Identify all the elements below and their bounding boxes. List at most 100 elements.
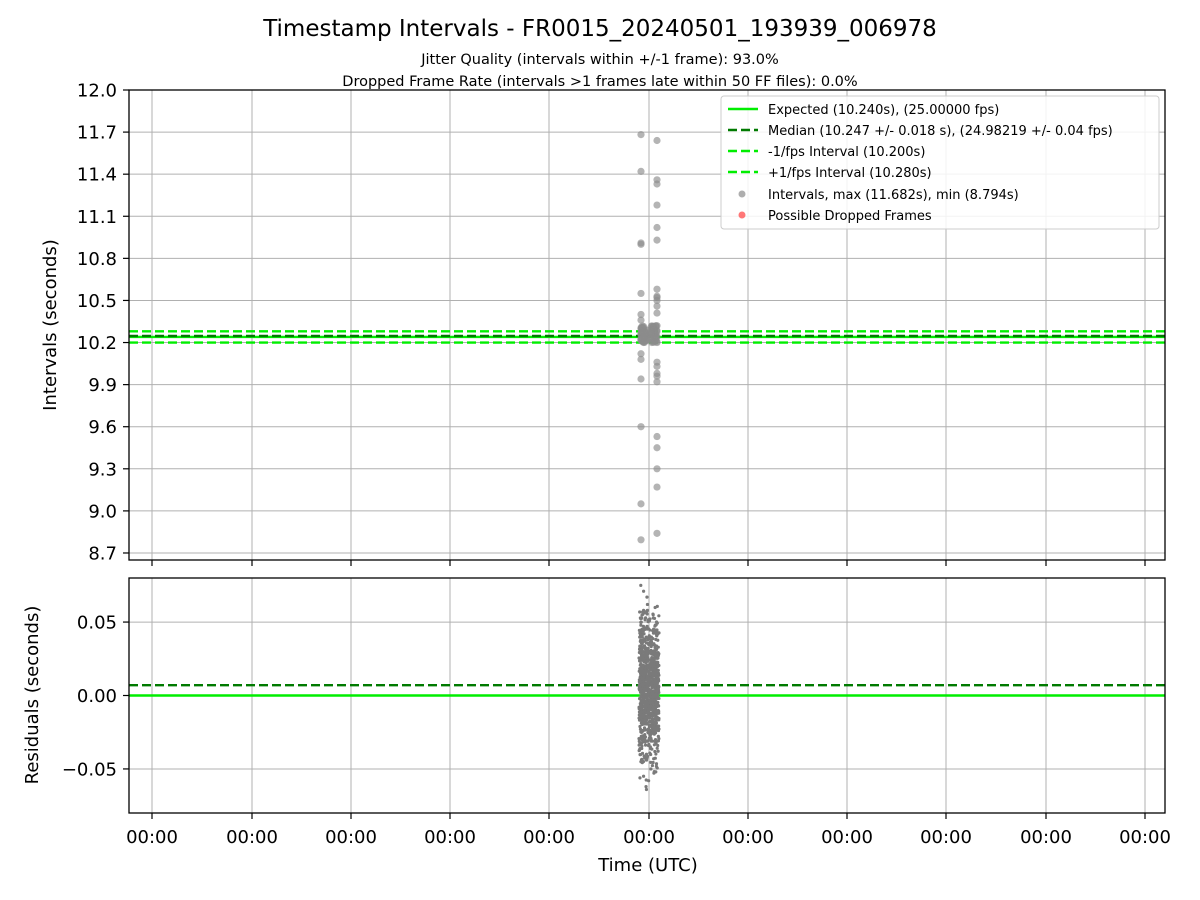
residual-point (652, 757, 656, 761)
residual-point (656, 734, 660, 738)
residual-point (654, 679, 659, 683)
interval-point (653, 309, 661, 317)
interval-point (637, 355, 645, 363)
residual-point (646, 674, 650, 678)
interval-point (647, 327, 655, 335)
legend-label-expected: Expected (10.240s), (25.00000 fps) (768, 103, 999, 118)
residual-point (641, 624, 646, 628)
interval-point (637, 131, 645, 139)
intervals-y-axis-label: Intervals (seconds) (40, 239, 61, 411)
residual-point (639, 644, 643, 649)
residual-point (655, 724, 660, 728)
residual-point (654, 620, 659, 624)
residual-point (651, 642, 656, 647)
residual-point (642, 700, 646, 704)
residual-point (638, 633, 643, 637)
residual-point (649, 640, 654, 644)
interval-point (653, 465, 661, 473)
residual-point (652, 721, 657, 725)
residual-point (649, 671, 654, 675)
residual-point (638, 727, 643, 731)
residual-point (645, 636, 649, 640)
residual-point (655, 664, 660, 669)
residual-point (650, 763, 655, 768)
interval-point (653, 223, 661, 232)
legend-label-plus-fps: +1/fps Interval (10.280s) (768, 166, 932, 181)
residual-point (649, 648, 653, 652)
residual-point (650, 700, 655, 705)
residual-point (654, 762, 659, 766)
interval-point (647, 333, 655, 341)
intervals-y-tick-label: 9.0 (88, 501, 117, 522)
residual-point (649, 760, 653, 764)
residual-point (638, 724, 642, 729)
residuals-y-ticks: 0.05 0.00 −0.05 (62, 613, 129, 780)
residual-point (653, 698, 657, 702)
interval-point (637, 240, 645, 248)
residual-point (638, 610, 642, 614)
residual-point (638, 753, 642, 757)
interval-point (637, 350, 645, 358)
intervals-y-tick-label: 8.7 (88, 543, 117, 564)
interval-point (653, 529, 661, 537)
residual-point (651, 612, 655, 616)
interval-point (653, 302, 661, 310)
interval-point (637, 167, 645, 175)
residual-point (643, 637, 647, 641)
residual-point (648, 715, 652, 719)
residual-point (647, 719, 652, 723)
residual-point (637, 659, 642, 663)
residual-point (639, 704, 643, 708)
residual-point (638, 741, 642, 745)
intervals-y-tick-label: 11.7 (77, 123, 117, 144)
chart-title: Timestamp Intervals - FR0015_20240501_19… (262, 16, 937, 42)
x-tick-label: 00:00 (226, 827, 278, 848)
interval-point (653, 236, 661, 244)
intervals-y-tick-label: 9.9 (88, 375, 117, 396)
intervals-y-tick-label: 10.8 (77, 249, 117, 270)
residual-point (639, 758, 644, 762)
residual-point (642, 754, 646, 758)
residual-point (655, 746, 659, 750)
residual-point (654, 682, 658, 686)
residual-point (639, 694, 644, 698)
residual-point (640, 657, 645, 661)
residual-point (651, 760, 655, 765)
residual-point (645, 602, 650, 607)
intervals-points (637, 131, 661, 544)
residual-point (646, 619, 650, 624)
x-tick-label: 00:00 (523, 827, 575, 848)
residual-point (644, 670, 648, 674)
interval-point (637, 316, 645, 324)
residual-point (637, 710, 642, 714)
residual-point (656, 709, 660, 713)
legend-label-minus-fps: -1/fps Interval (10.200s) (768, 145, 925, 160)
residual-point (656, 632, 660, 636)
residual-point (653, 677, 657, 681)
residual-point (639, 734, 643, 738)
interval-point (637, 289, 645, 298)
residual-point (648, 643, 652, 647)
residuals-y-tick-label: −0.05 (62, 759, 117, 780)
intervals-panel: 12.0 11.7 11.4 11.1 10.8 10.5 10.2 9.9 9.6 9.3 9.0… (40, 81, 1166, 566)
residual-point (639, 617, 643, 621)
residual-point (650, 747, 654, 751)
residual-point (651, 705, 656, 709)
legend-label-dropped: Possible Dropped Frames (768, 209, 932, 224)
residual-point (654, 637, 658, 642)
intervals-plot-frame (128, 89, 1166, 561)
residual-point (637, 736, 641, 741)
x-tick-label: 00:00 (1020, 827, 1072, 848)
residual-point (650, 727, 655, 731)
x-tick-label: 00:00 (821, 827, 873, 848)
residual-point (641, 653, 645, 657)
interval-point (653, 444, 661, 452)
x-axis-label: Time (UTC) (597, 855, 698, 876)
interval-point (653, 362, 661, 370)
x-tick-label: 00:00 (623, 827, 675, 848)
residual-point (641, 669, 645, 673)
residual-point (650, 731, 655, 735)
residual-point (640, 676, 644, 681)
residual-point (647, 687, 651, 691)
residual-point (654, 741, 658, 745)
